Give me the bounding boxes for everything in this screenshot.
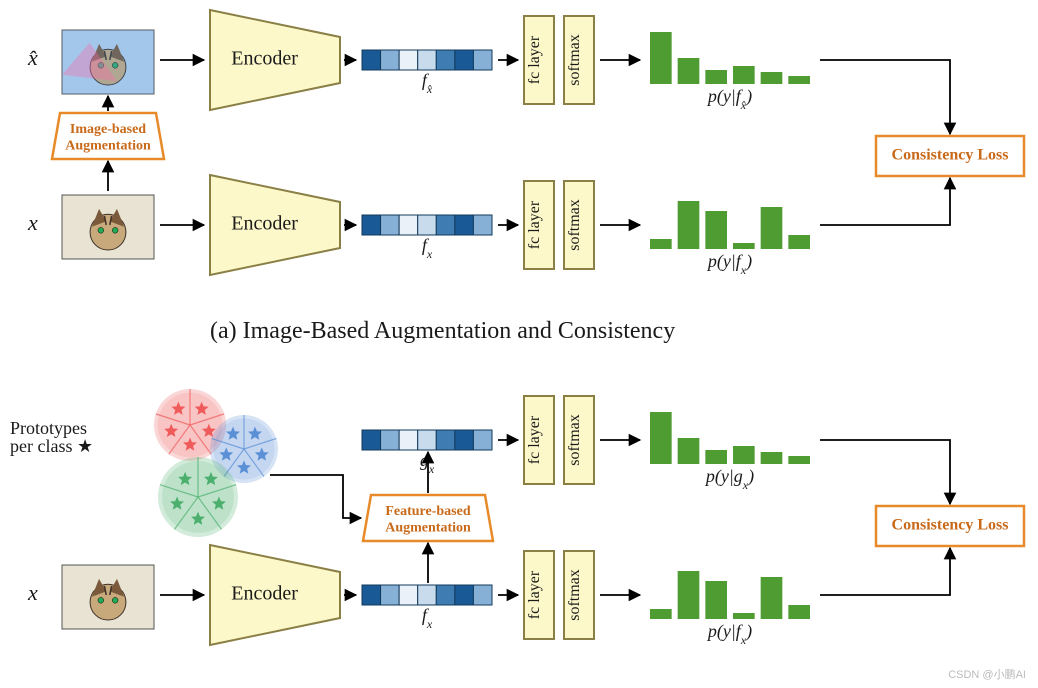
svg-text:softmax: softmax — [566, 414, 583, 466]
svg-text:fc layer: fc layer — [526, 35, 543, 84]
svg-text:Encoder: Encoder — [231, 213, 298, 235]
svg-text:Feature-based: Feature-based — [385, 504, 470, 519]
svg-text:fc layer: fc layer — [526, 200, 543, 249]
svg-text:p(y|gx): p(y|gx) — [704, 466, 754, 492]
svg-text:fx: fx — [422, 605, 433, 631]
svg-text:fc layer: fc layer — [526, 570, 543, 619]
svg-text:per class ★: per class ★ — [10, 436, 93, 456]
svg-text:p(y|fx): p(y|fx) — [706, 621, 752, 647]
svg-text:x: x — [27, 580, 38, 605]
svg-text:Encoder: Encoder — [231, 583, 298, 605]
svg-text:softmax: softmax — [566, 34, 583, 86]
svg-text:softmax: softmax — [566, 199, 583, 251]
watermark: CSDN @小鹏AI — [948, 666, 1026, 682]
svg-text:Encoder: Encoder — [231, 48, 298, 70]
svg-text:Consistency Loss: Consistency Loss — [892, 147, 1009, 164]
svg-text:fc layer: fc layer — [526, 415, 543, 464]
svg-text:p(y|fx): p(y|fx) — [706, 251, 752, 277]
svg-text:Consistency Loss: Consistency Loss — [892, 517, 1009, 534]
svg-text:Augmentation: Augmentation — [65, 138, 151, 153]
svg-text:x: x — [27, 210, 38, 235]
caption: (a) Image-Based Augmentation and Consist… — [210, 318, 675, 345]
svg-text:softmax: softmax — [566, 569, 583, 621]
svg-text:Augmentation: Augmentation — [385, 520, 471, 535]
svg-text:x̂: x̂ — [27, 45, 38, 70]
svg-text:fx: fx — [422, 235, 433, 261]
svg-text:Image-based: Image-based — [70, 122, 146, 137]
svg-text:fx̂: fx̂ — [422, 70, 433, 96]
svg-text:p(y|fx̂): p(y|fx̂) — [706, 86, 752, 112]
